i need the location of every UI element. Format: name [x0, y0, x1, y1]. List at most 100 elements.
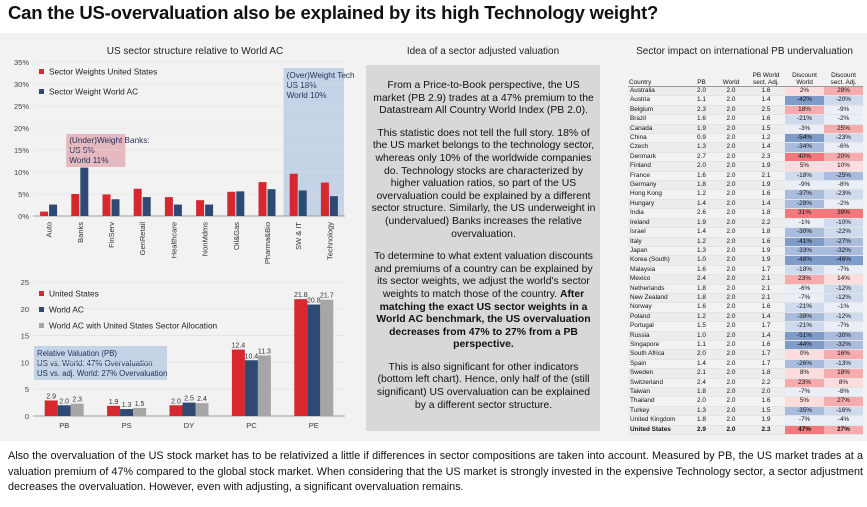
country-cell: Poland [628, 312, 688, 323]
value-cell: 2.0 [715, 302, 747, 313]
x-tick-label: Pharma&Bio [263, 222, 272, 264]
table-row: South Africa 2.0 2.0 1.7 0% 16% [628, 349, 863, 360]
column-header: Discount sect. Adj. [824, 70, 863, 87]
value-cell: -7% [785, 387, 824, 398]
value-cell: 1.6 [688, 171, 715, 182]
value-cell: -25% [824, 171, 863, 182]
value-cell: 2.0 [715, 340, 747, 351]
valuation-chart: Relative Valuation (PB)US vs. World: 47%… [21, 278, 345, 430]
value-cell: 1.9 [747, 255, 785, 266]
value-cell: 2.2 [747, 378, 785, 389]
y-tick-label: 5 [25, 385, 29, 394]
value-cell: -8% [824, 387, 863, 398]
table-row: Korea (South) 1.0 2.0 1.9 -48% -46% [628, 255, 863, 266]
value-cell: 2.0 [715, 180, 747, 191]
bar-world [111, 199, 120, 216]
value-cell: 1.6 [747, 86, 785, 97]
value-cell: 1.7 [747, 359, 785, 370]
table-header-row: Country PB World PB World sect. Adj. Discoun… [628, 70, 863, 87]
tech-annotation-text: US 18% [287, 81, 317, 90]
country-cell: Brazil [628, 114, 688, 125]
y-tick-label: 0% [18, 212, 29, 221]
idea-paragraph-3: To determine to what extent valuation di… [371, 251, 596, 352]
value-cell: 1.9 [747, 161, 785, 172]
country-cell: India [628, 208, 688, 219]
value-cell: -12% [824, 312, 863, 323]
y-tick-label: 15% [14, 146, 29, 155]
bar-us [164, 197, 173, 216]
y-tick-label: 25% [14, 102, 29, 111]
relative-valuation-text: Relative Valuation (PB) [37, 349, 117, 358]
idea-box [366, 65, 600, 431]
value-cell: 1.1 [688, 95, 715, 106]
country-cell: Malaysia [628, 265, 688, 276]
table-row: Finland 2.0 2.0 1.9 5% 10% [628, 161, 863, 172]
bar-world [267, 189, 276, 216]
table-row: Canada 1.9 2.0 1.5 -3% 25% [628, 124, 863, 135]
table-row: Australia 2.0 2.0 1.6 2% 28% [628, 86, 863, 97]
country-cell: Norway [628, 302, 688, 313]
page-title: Can the US-overvaluation also be explain… [8, 2, 659, 23]
bar-world [236, 191, 245, 216]
value-cell: 25% [824, 124, 863, 135]
table-row: Hong Kong 1.2 2.0 1.6 -37% -23% [628, 189, 863, 200]
country-cell: Japan [628, 246, 688, 257]
value-cell: 2.0 [715, 133, 747, 144]
value-cell: 2.0 [715, 387, 747, 398]
value-cell: -2% [824, 114, 863, 125]
y-tick-label: 10% [14, 168, 29, 177]
value-cell: 2.5 [747, 105, 785, 116]
value-cell: 2.0 [715, 86, 747, 97]
value-cell: 1.3 [688, 246, 715, 257]
tech-annotation-text: (Over)Weight Technology [287, 71, 355, 80]
value-cell: 2.0 [715, 312, 747, 323]
value-cell: 1.3 [688, 142, 715, 153]
bar-adjusted [257, 355, 271, 416]
value-cell: 27% [824, 424, 863, 436]
table-row: Taiwan 1.8 2.0 2.0 -7% -8% [628, 387, 863, 398]
y-tick-label: 20% [14, 124, 29, 133]
value-cell: -30% [785, 227, 824, 238]
value-cell: 2.0 [715, 142, 747, 153]
value-cell: -7% [785, 415, 824, 426]
tech-annotation-text: World 10% [287, 91, 327, 100]
value-cell: 1.8 [688, 180, 715, 191]
value-cell: -12% [824, 284, 863, 294]
value-cell: -10% [824, 218, 863, 229]
country-cell: Hungary [628, 199, 688, 210]
value-cell: -23% [824, 189, 863, 200]
country-cell: United States [628, 424, 688, 436]
value-cell: -30% [824, 331, 863, 341]
sector-impact-table: Country PB World PB World sect. Adj. Discoun… [628, 70, 863, 436]
value-cell: 2.0 [715, 246, 747, 257]
value-cell: 1.4 [747, 142, 785, 153]
bar-us [169, 405, 183, 416]
value-cell: -9% [824, 105, 863, 116]
bar-us [320, 182, 329, 216]
data-label: 2.9 [46, 393, 56, 400]
value-cell: -22% [824, 227, 863, 238]
legend-label: Sector Weights United States [49, 67, 157, 77]
value-cell: 10% [824, 161, 863, 172]
value-cell: 1.2 [688, 189, 715, 200]
data-label: 21.8 [294, 292, 308, 299]
data-label: 2.0 [59, 398, 69, 405]
value-cell: 2.0 [715, 152, 747, 163]
value-cell: 1.4 [747, 95, 785, 106]
value-cell: -7% [824, 265, 863, 276]
y-tick-label: 15 [21, 332, 29, 341]
value-cell: 2.0 [688, 161, 715, 172]
value-cell: 1.4 [688, 199, 715, 210]
x-tick-label: Healthcare [169, 222, 178, 258]
bar-adjusted [195, 403, 209, 416]
value-cell: 2.0 [715, 124, 747, 135]
value-cell: 2.1 [747, 171, 785, 182]
value-cell: 1.8 [688, 293, 715, 304]
value-cell: 2.0 [715, 171, 747, 182]
value-cell: -41% [785, 237, 824, 247]
value-cell: 1.8 [747, 208, 785, 219]
value-cell: 1.4 [747, 312, 785, 323]
value-cell: -1% [785, 218, 824, 229]
value-cell: -12% [824, 293, 863, 304]
value-cell: 8% [785, 368, 824, 379]
